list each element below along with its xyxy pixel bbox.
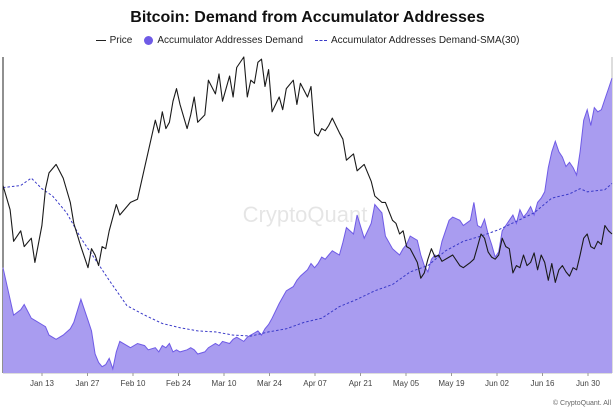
- watermark: CryptoQuant: [243, 202, 368, 227]
- x-tick-label: Apr 07: [303, 379, 327, 388]
- footer-credit: © CryptoQuant. All: [552, 400, 611, 407]
- legend-label-sma: Accumulator Addresses Demand-SMA(30): [331, 35, 520, 46]
- x-tick-label: Jan 27: [75, 379, 100, 388]
- legend-swatch-price: [95, 40, 106, 41]
- series-demand-area: [3, 78, 612, 373]
- x-tick-label: Feb 24: [166, 379, 191, 388]
- series-sma-line: [2, 177, 613, 337]
- legend-item-sma[interactable]: Accumulator Addresses Demand-SMA(30): [315, 35, 519, 46]
- legend-swatch-sma: [315, 40, 327, 41]
- legend-label-demand: Accumulator Addresses Demand: [157, 35, 303, 46]
- x-tick-label: Mar 10: [212, 379, 237, 388]
- legend-item-price[interactable]: Price: [95, 35, 133, 46]
- legend-swatch-demand: [144, 36, 154, 45]
- x-tick-label: Jun 30: [576, 379, 601, 388]
- x-tick-label: Jun 02: [485, 379, 510, 388]
- series-demand-line: [2, 77, 613, 371]
- x-tick-label: May 05: [393, 379, 420, 388]
- legend: Price Accumulator Addresses Demand Accum…: [0, 35, 615, 46]
- legend-item-demand[interactable]: Accumulator Addresses Demand: [144, 35, 303, 46]
- series-price-line: [2, 56, 613, 283]
- x-tick-label: Jun 16: [530, 379, 555, 388]
- x-tick-label: Feb 10: [121, 379, 146, 388]
- x-tick-label: Apr 21: [349, 379, 373, 388]
- x-tick-label: Mar 24: [257, 379, 282, 388]
- x-tick-label: Jan 13: [30, 379, 55, 388]
- chart-title: Bitcoin: Demand from Accumulator Address…: [130, 9, 485, 26]
- x-tick-label: May 19: [438, 379, 465, 388]
- legend-label-price: Price: [109, 35, 133, 46]
